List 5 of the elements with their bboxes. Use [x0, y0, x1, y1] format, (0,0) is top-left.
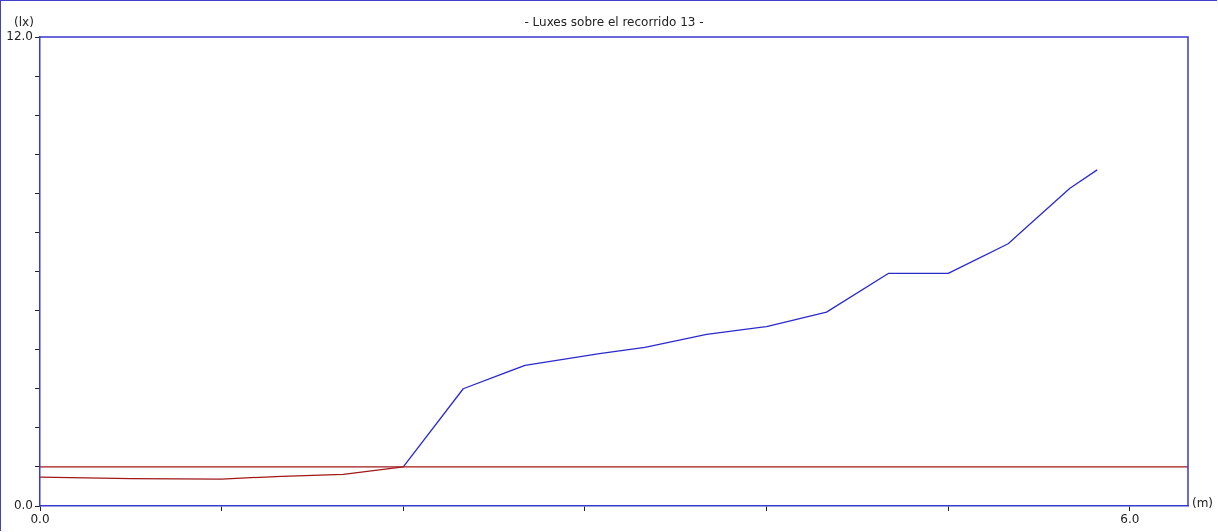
- x-axis-title: (m): [1192, 496, 1214, 511]
- y-tick-label: 12.0: [6, 29, 33, 44]
- x-tick-label: 6.0: [1120, 512, 1140, 527]
- y-axis-title: (lx): [14, 15, 34, 30]
- chart-title: - Luxes sobre el recorrido 13 -: [524, 15, 704, 30]
